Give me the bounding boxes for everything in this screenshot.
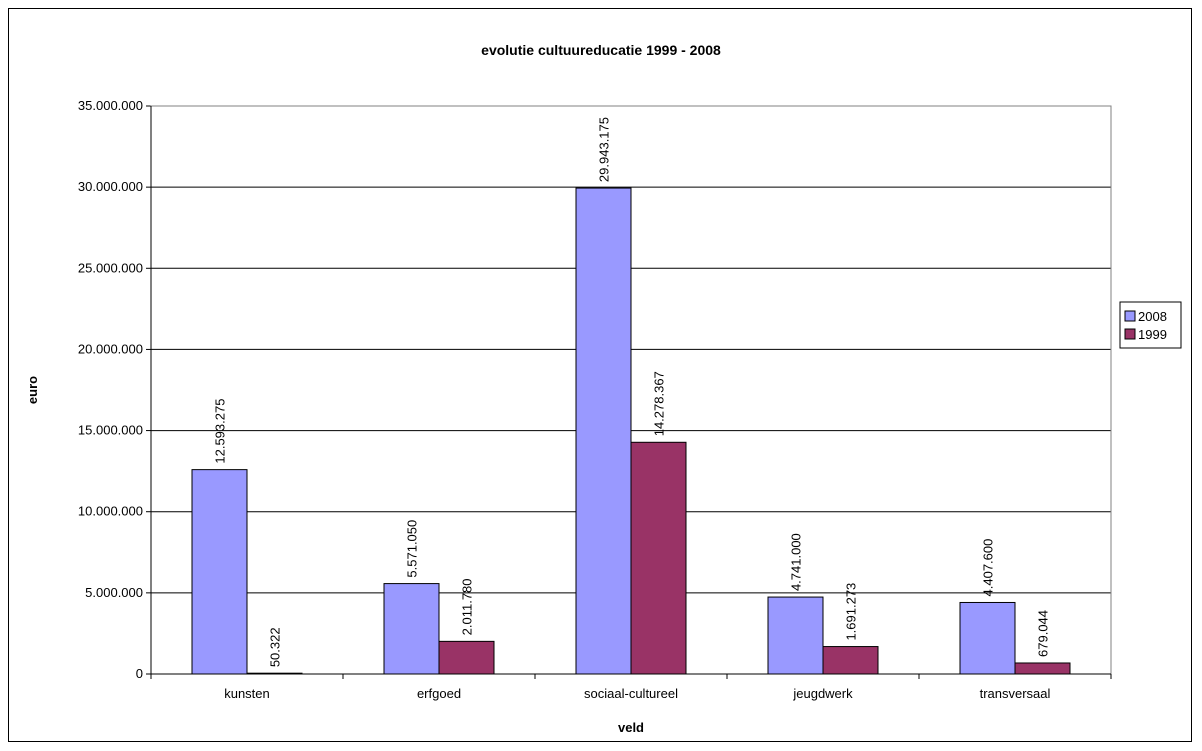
bar-1999-erfgoed (438, 640, 495, 675)
y-tick-label: 0 (136, 666, 143, 681)
legend-label: 2008 (1138, 309, 1167, 324)
bar-1999-transversaal (1014, 662, 1071, 675)
y-tick-label: 5.000.000 (85, 585, 143, 600)
legend-label: 1999 (1138, 327, 1167, 342)
legend-swatch-2008 (1124, 310, 1136, 322)
x-tick-label: transversaal (980, 686, 1051, 701)
data-label: 1.691.273 (844, 583, 859, 641)
y-tick-label: 20.000.000 (78, 341, 143, 356)
x-tick-label: erfgoed (417, 686, 461, 701)
bar-2008-jeugdwerk (767, 596, 824, 675)
chart-title: evolutie cultuureducatie 1999 - 2008 (481, 42, 721, 58)
y-tick-label: 15.000.000 (78, 423, 143, 438)
data-labels: 12.593.275 50.322 5.571.050 2.011.780 29.943… (213, 117, 1051, 667)
x-tick-label: jeugdwerk (792, 686, 853, 701)
legend: 2008 1999 (1119, 301, 1182, 349)
axes: 0 5.000.000 10.000.000 15.000.000 20.000.000… (78, 98, 1112, 701)
y-tick-label: 10.000.000 (78, 504, 143, 519)
bar-1999-jeugdwerk (822, 646, 879, 675)
y-tick-label: 30.000.000 (78, 179, 143, 194)
chart-frame: evolutie cultuureducatie 1999 - 2008 0 5.… (8, 8, 1192, 742)
data-label: 50.322 (268, 627, 283, 667)
data-label: 14.278.367 (652, 371, 667, 436)
bar-1999-sociaal-cultureel (630, 441, 687, 675)
x-tick-label: kunsten (224, 686, 270, 701)
x-tick-label: sociaal-cultureel (584, 686, 678, 701)
data-label: 29.943.175 (597, 117, 612, 182)
bar-chart: evolutie cultuureducatie 1999 - 2008 0 5.… (25, 42, 1182, 735)
y-tick-label: 35.000.000 (78, 98, 143, 113)
bar-2008-transversaal (959, 601, 1016, 675)
data-label: 679.044 (1036, 610, 1051, 657)
data-label: 4.741.000 (789, 533, 804, 591)
data-label: 2.011.780 (460, 578, 475, 635)
legend-box (1119, 301, 1182, 349)
data-label: 4.407.600 (981, 539, 996, 597)
y-tick-label: 25.000.000 (78, 260, 143, 275)
bars (191, 187, 1071, 675)
bar-2008-sociaal-cultureel (575, 187, 632, 675)
y-axis-title: euro (25, 376, 40, 404)
legend-swatch-1999 (1124, 328, 1136, 340)
data-label: 12.593.275 (213, 399, 228, 464)
x-axis-title: veld (618, 720, 644, 735)
bar-2008-erfgoed (383, 583, 440, 675)
data-label: 5.571.050 (405, 520, 420, 578)
bar-2008-kunsten (191, 469, 248, 675)
